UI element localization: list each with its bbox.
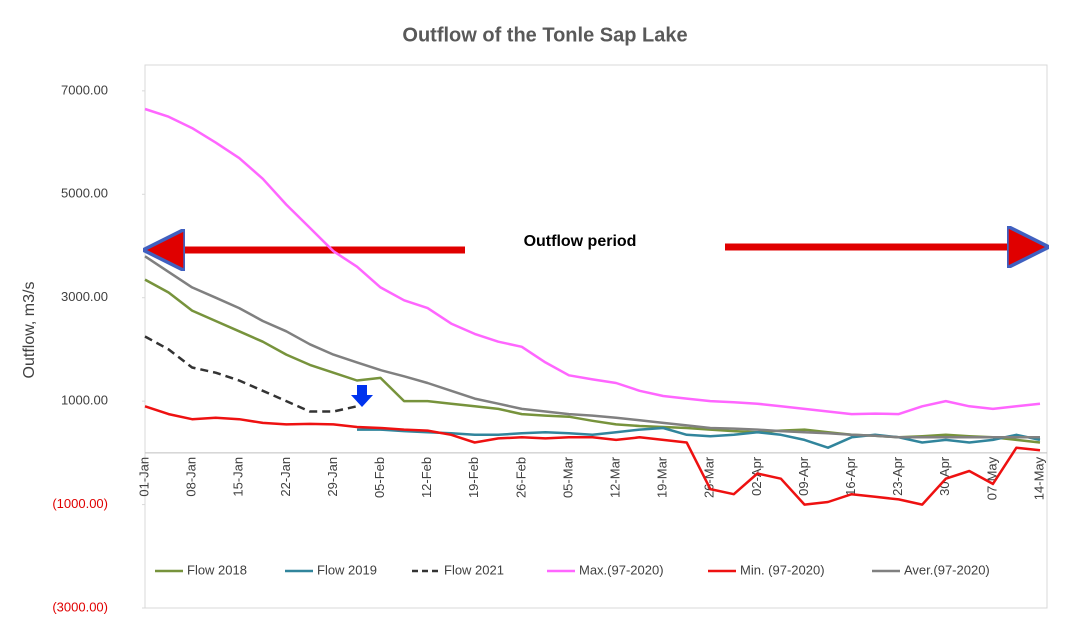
x-tick-label: 23-Apr [890, 456, 905, 496]
x-tick-label: 12-Mar [607, 456, 622, 498]
x-tick-label: 09-Apr [796, 456, 811, 496]
legend-label: Aver.(97-2020) [904, 562, 990, 577]
legend-label: Max.(97-2020) [579, 562, 664, 577]
y-tick-label: 7000.00 [61, 82, 108, 97]
x-tick-label: 12-Feb [419, 457, 434, 498]
x-tick-label: 19-Mar [655, 456, 670, 498]
x-tick-label: 05-Feb [372, 457, 387, 498]
series-line [144, 107, 1041, 416]
y-tick-label: 3000.00 [61, 289, 108, 304]
plot-frame [144, 64, 1048, 609]
annotation: Outflow period [524, 233, 637, 250]
x-tick-label: 05-Mar [560, 456, 575, 498]
x-tick-label: 19-Feb [466, 457, 481, 498]
series-line [144, 278, 1041, 444]
x-tick-label: 16-Apr [843, 456, 858, 496]
x-tick-label: 01-Jan [136, 457, 151, 497]
x-tick-label: 07-May [984, 456, 999, 500]
chart-title: Outflow of the Tonle Sap Lake [402, 24, 687, 46]
y-tick-label: (3000.00) [52, 599, 108, 614]
series-line [144, 335, 358, 413]
x-tick-label: 30-Apr [937, 456, 952, 496]
y-tick-label: 1000.00 [61, 393, 108, 408]
x-tick-label: 08-Jan [184, 457, 199, 497]
y-tick-label: (1000.00) [52, 496, 108, 511]
x-tick-label: 22-Jan [278, 457, 293, 497]
legend-label: Min. (97-2020) [740, 562, 825, 577]
series-line [144, 255, 1040, 439]
x-tick-label: 26-Feb [513, 457, 528, 498]
legend-label: Flow 2019 [317, 562, 377, 577]
plot: 7000.00 5000.00 3000.00 1000.00 (1000.00) (30… [52, 82, 1047, 614]
x-tick-label: 29-Jan [325, 457, 340, 497]
legend-label: Flow 2018 [187, 562, 247, 577]
y-axis-label: Outflow, m3/s [21, 282, 38, 379]
x-tick-label: 14-May [1031, 456, 1046, 500]
series-line [357, 426, 1041, 449]
legend-label: Flow 2021 [444, 562, 504, 577]
series-line [144, 405, 1041, 506]
marker-arrow [351, 385, 373, 407]
x-tick-label: 26-Mar [702, 456, 717, 498]
y-tick-label: 5000.00 [61, 186, 108, 201]
x-tick-label: 15-Jan [231, 457, 246, 497]
